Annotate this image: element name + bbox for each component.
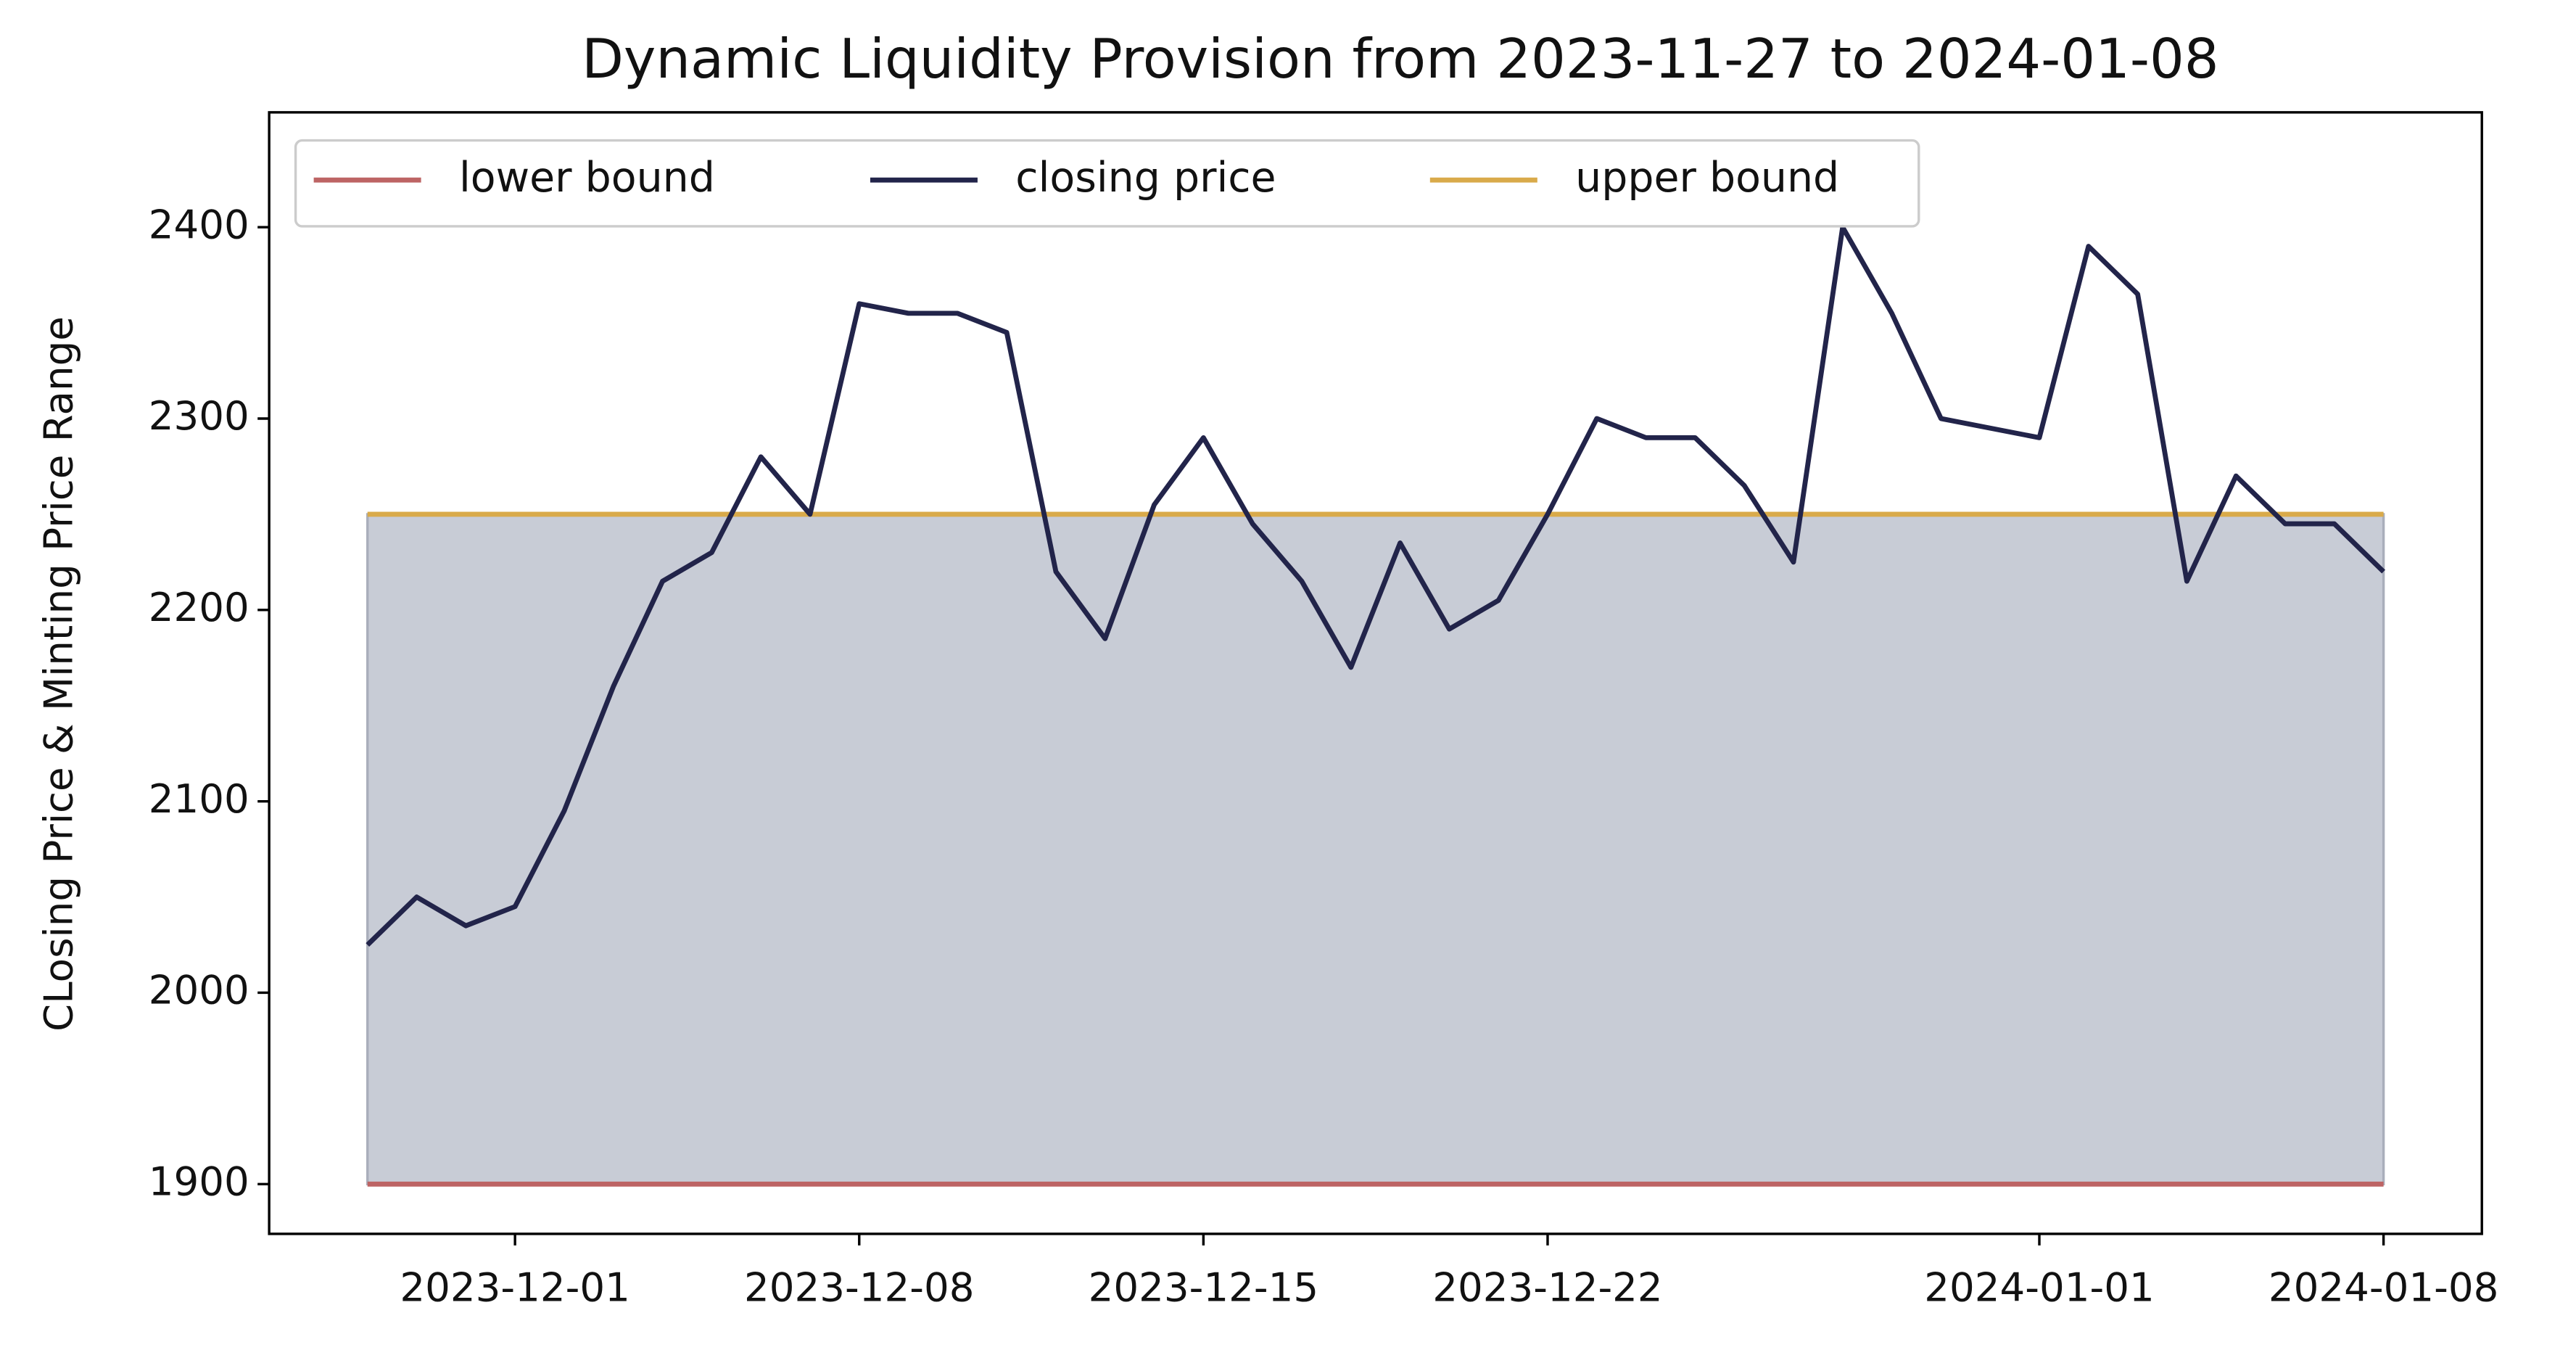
y-tick-label: 2400	[149, 201, 249, 247]
series-line	[366, 224, 2385, 947]
legend: lower bound closing price upper bound	[294, 139, 1920, 228]
y-tick-label: 1900	[149, 1158, 249, 1204]
x-tick-label: 2023-12-01	[400, 1264, 629, 1310]
y-tick-label: 2000	[149, 967, 249, 1013]
x-tick-label: 2023-12-22	[1432, 1264, 1662, 1310]
y-tick-label: 2200	[149, 584, 249, 630]
legend-frame	[294, 139, 1920, 228]
x-tick-label: 2023-12-15	[1089, 1264, 1318, 1310]
chart-title: Dynamic Liquidity Provision from 2023-11…	[582, 27, 2218, 91]
y-tick-label: 2100	[149, 775, 249, 822]
legend-label: lower bound	[459, 154, 715, 202]
band-fill	[366, 513, 2385, 1186]
x-tick-label: 2024-01-08	[2269, 1264, 2498, 1310]
y-tick-label: 2300	[149, 392, 249, 439]
x-tick-label: 2023-12-08	[744, 1264, 974, 1310]
legend-label: upper bound	[1575, 154, 1839, 202]
plot-frame	[268, 111, 2483, 1235]
legend-label: closing price	[1015, 154, 1276, 202]
y-axis-label: CLosing Price & Minting Price Range	[35, 316, 81, 1032]
x-tick-label: 2024-01-01	[1924, 1264, 2154, 1310]
